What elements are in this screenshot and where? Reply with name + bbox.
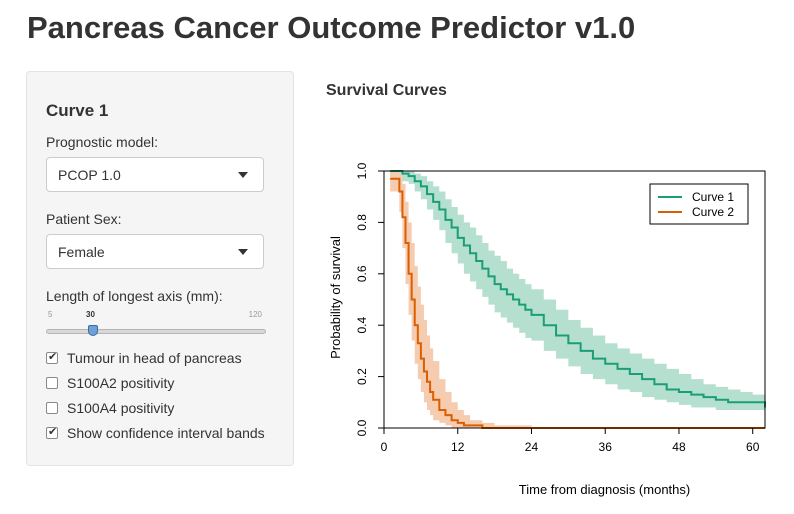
checkbox-label: Show confidence interval bands	[67, 425, 265, 441]
model-select-value: PCOP 1.0	[58, 167, 121, 183]
checkbox-label: Tumour in head of pancreas	[67, 350, 242, 366]
y-tick-label: 0.4	[355, 317, 369, 334]
slider-handle[interactable]	[88, 325, 98, 336]
caret-down-icon	[238, 172, 248, 178]
curve-heading: Curve 1	[46, 101, 109, 120]
legend-label-2: Curve 2	[692, 205, 734, 219]
slider-track[interactable]	[46, 329, 266, 334]
x-tick-label: 12	[451, 440, 465, 454]
sex-label: Patient Sex:	[46, 211, 122, 227]
caret-down-icon	[238, 249, 248, 255]
survival-chart: 0 12 24 36 48 60 0.0 0.2 0.4 0.6 0.8 1.0 Time from d…	[328, 162, 766, 497]
legend-label-1: Curve 1	[692, 190, 734, 204]
ci-band-2	[390, 171, 765, 428]
y-axis-label: Probability of survival	[328, 236, 343, 359]
app-title: Pancreas Cancer Outcome Predictor v1.0	[27, 10, 636, 45]
checkbox-label: S100A2 positivity	[67, 375, 175, 391]
checkbox-tumour-head[interactable]	[46, 350, 58, 364]
sidebar-panel: Curve 1 Prognostic model: PCOP 1.0 Patie…	[26, 71, 294, 466]
sex-select-value: Female	[58, 244, 105, 260]
model-select[interactable]: PCOP 1.0	[46, 157, 264, 192]
output-title: Survival Curves	[326, 82, 447, 99]
x-tick-label: 60	[746, 440, 760, 454]
legend-box	[649, 183, 749, 225]
slider-max-label: 120	[248, 310, 262, 319]
checkbox-s100a4[interactable]	[46, 402, 58, 414]
plot-frame	[383, 170, 766, 429]
x-tick-label: 36	[599, 440, 613, 454]
y-tick-label: 0.2	[355, 368, 369, 385]
y-tick-label: 0.6	[355, 265, 369, 282]
survival-line-2	[390, 177, 765, 429]
y-tick-label: 1.0	[355, 162, 369, 179]
x-tick-label: 24	[525, 440, 539, 454]
slider-min-label: 5	[48, 310, 53, 319]
model-label: Prognostic model:	[46, 134, 159, 150]
survival-line-1	[390, 170, 766, 408]
checkbox-label: S100A4 positivity	[67, 400, 175, 416]
y-tick-label: 0.8	[355, 214, 369, 231]
checkbox-s100a2[interactable]	[46, 377, 58, 389]
x-axis-label: Time from diagnosis (months)	[519, 482, 690, 497]
y-tick-label: 0.0	[355, 419, 369, 436]
axis-length-slider[interactable]: 5 30 120	[46, 310, 266, 340]
x-tick-label: 0	[381, 440, 388, 454]
axis-length-label: Length of longest axis (mm):	[46, 288, 223, 304]
checkbox-ci-bands[interactable]	[46, 425, 58, 439]
ci-band-1	[390, 171, 765, 413]
sex-select[interactable]: Female	[46, 234, 264, 269]
slider-value-label: 30	[86, 310, 95, 319]
x-tick-label: 48	[672, 440, 686, 454]
